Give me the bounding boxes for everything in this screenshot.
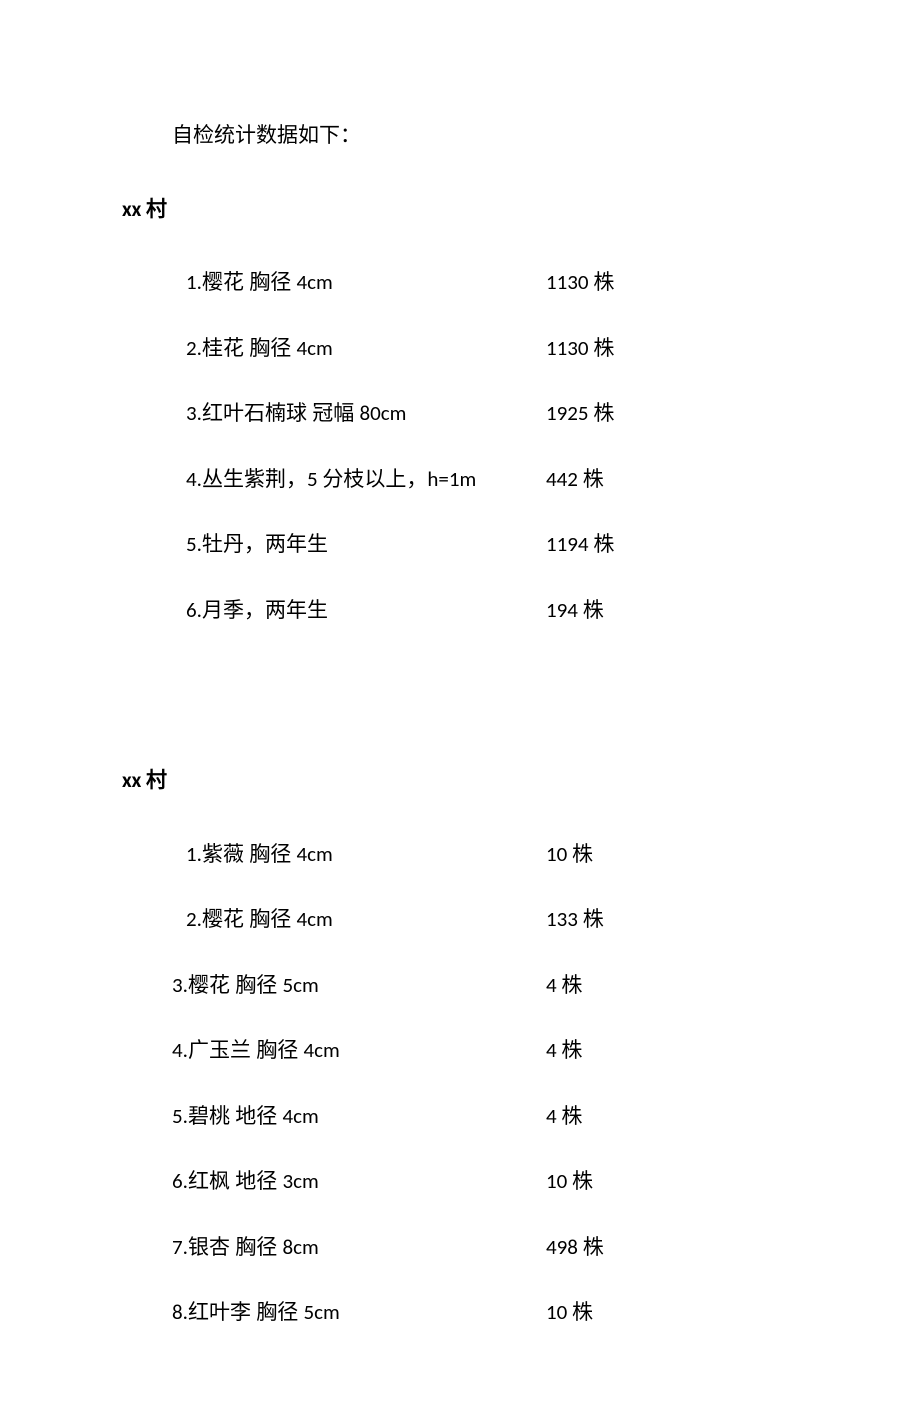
- item-count: 10 株: [546, 839, 593, 871]
- item-spec: 4.广玉兰 胸径 4cm: [172, 1035, 546, 1067]
- item-count: 4 株: [546, 1035, 582, 1067]
- list-item: 5.牡丹，两年生1194 株: [186, 529, 920, 561]
- list-item: 4.丛生紫荆，5 分枝以上，h=1m442 株: [186, 464, 920, 496]
- item-count: 4 株: [546, 1101, 582, 1133]
- item-count: 1130 株: [546, 267, 614, 299]
- item-spec: 4.丛生紫荆，5 分枝以上，h=1m: [186, 464, 546, 496]
- item-spec: 6.红枫 地径 3cm: [172, 1166, 546, 1198]
- list-item: 1.樱花 胸径 4cm1130 株: [186, 267, 920, 299]
- list-item: 7.银杏 胸径 8cm498 株: [172, 1232, 920, 1264]
- list-item: 3.樱花 胸径 5cm4 株: [172, 970, 920, 1002]
- item-spec: 2.桂花 胸径 4cm: [186, 333, 546, 365]
- item-count: 1130 株: [546, 333, 614, 365]
- item-count: 10 株: [546, 1166, 593, 1198]
- item-spec: 5.碧桃 地径 4cm: [172, 1101, 546, 1133]
- list-item: 6.月季，两年生194 株: [186, 595, 920, 627]
- item-spec: 1.紫薇 胸径 4cm: [186, 839, 546, 871]
- item-count: 194 株: [546, 595, 604, 627]
- item-count: 442 株: [546, 464, 604, 496]
- item-count: 1194 株: [546, 529, 614, 561]
- section-gap: [0, 660, 920, 755]
- item-count: 133 株: [546, 904, 604, 936]
- item-spec: 7.银杏 胸径 8cm: [172, 1232, 546, 1264]
- list-item: 4.广玉兰 胸径 4cm4 株: [172, 1035, 920, 1067]
- item-count: 498 株: [546, 1232, 604, 1264]
- item-spec: 6.月季，两年生: [186, 595, 546, 627]
- list-item: 6.红枫 地径 3cm10 株: [172, 1166, 920, 1198]
- item-spec: 2.樱花 胸径 4cm: [186, 904, 546, 936]
- intro-text: 自检统计数据如下：: [172, 120, 920, 152]
- section-title: xx 村: [122, 765, 920, 797]
- list-item: 2.樱花 胸径 4cm133 株: [186, 904, 920, 936]
- list-item: 3.红叶石楠球 冠幅 80cm1925 株: [186, 398, 920, 430]
- list-item: 5.碧桃 地径 4cm4 株: [172, 1101, 920, 1133]
- item-spec: 5.牡丹，两年生: [186, 529, 546, 561]
- item-count: 4 株: [546, 970, 582, 1002]
- item-count: 1925 株: [546, 398, 614, 430]
- item-spec: 1.樱花 胸径 4cm: [186, 267, 546, 299]
- list-item: 2.桂花 胸径 4cm1130 株: [186, 333, 920, 365]
- item-spec: 3.红叶石楠球 冠幅 80cm: [186, 398, 546, 430]
- section-title: xx 村: [122, 194, 920, 226]
- item-spec: 3.樱花 胸径 5cm: [172, 970, 546, 1002]
- document-body: xx 村1.樱花 胸径 4cm1130 株2.桂花 胸径 4cm1130 株3.…: [0, 194, 920, 1329]
- list-item: 1.紫薇 胸径 4cm10 株: [186, 839, 920, 871]
